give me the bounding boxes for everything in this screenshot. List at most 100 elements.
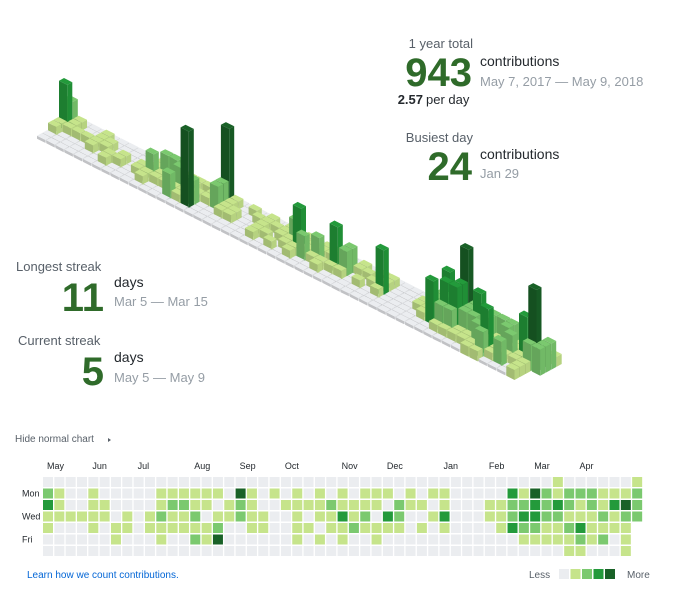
day-cell — [564, 477, 575, 487]
day-cell — [484, 546, 495, 556]
bar-top — [219, 200, 233, 208]
day-cell — [122, 488, 133, 499]
bar-top — [198, 209, 213, 216]
bar-side-left — [110, 172, 119, 181]
day-cell — [65, 534, 76, 545]
bar-top — [322, 277, 336, 284]
bar-top — [401, 311, 415, 319]
bar-top — [438, 323, 452, 330]
bar-top — [393, 296, 408, 303]
day-cell — [575, 488, 586, 499]
day-cell — [439, 546, 450, 556]
day-cell — [552, 511, 563, 522]
bar-top — [392, 306, 406, 314]
bar-top — [405, 319, 419, 326]
day-cell — [337, 546, 348, 556]
day-cell — [484, 477, 495, 487]
bar-top — [324, 259, 338, 267]
day-cell — [530, 511, 541, 522]
bar-side-left — [359, 298, 368, 306]
bar-side-right — [383, 247, 389, 297]
month-label: Dec — [387, 461, 404, 471]
day-cell — [292, 488, 303, 499]
bar-side-left — [349, 293, 359, 301]
day-cell — [360, 534, 371, 545]
bar-top — [92, 160, 106, 168]
bar-top — [362, 267, 376, 275]
bar-top — [184, 207, 198, 215]
bar-top — [250, 222, 264, 230]
day-cell — [224, 523, 235, 533]
day-cell — [133, 488, 144, 499]
day-cell — [575, 511, 586, 522]
bar-top — [101, 165, 115, 173]
bar-top — [399, 293, 413, 300]
day-cell — [575, 546, 586, 556]
day-cell — [178, 546, 189, 556]
day-cell — [224, 546, 235, 556]
total-unit: contributions — [480, 53, 559, 69]
day-cell — [496, 546, 507, 556]
day-cell — [382, 523, 393, 533]
bar-top — [209, 180, 224, 187]
day-cell — [518, 477, 529, 487]
bar-top — [285, 258, 299, 266]
day-cell — [541, 500, 552, 510]
bar-top — [384, 291, 398, 299]
bar-top — [452, 324, 467, 332]
day-cell — [167, 546, 178, 556]
learn-link[interactable]: Learn how we count contributions. — [27, 570, 179, 581]
bar-top — [290, 255, 305, 263]
day-cell — [144, 477, 155, 487]
bar-top — [267, 249, 281, 257]
bar-top — [377, 305, 391, 312]
day-cell — [541, 534, 552, 545]
bar-top — [68, 118, 82, 126]
day-cell — [224, 511, 235, 522]
bar-top — [117, 149, 132, 157]
day-cell — [54, 477, 65, 487]
bar-side-left — [129, 182, 138, 190]
toggle-link[interactable]: Hide normal chart — [15, 434, 94, 445]
bar-top — [511, 360, 525, 367]
day-cell — [507, 546, 518, 556]
month-label: Jun — [92, 461, 107, 471]
month-label: Jul — [138, 461, 150, 471]
day-cell — [99, 534, 110, 545]
day-cell — [541, 546, 552, 556]
day-cell — [382, 488, 393, 499]
day-cell — [620, 546, 631, 556]
day-cell — [360, 511, 371, 522]
bar-top — [95, 132, 110, 140]
day-cell — [326, 488, 337, 499]
bar-top — [432, 333, 446, 340]
bar-top — [51, 134, 65, 142]
bar-top — [119, 145, 133, 153]
bar-top — [237, 217, 251, 224]
bar-top — [506, 318, 520, 326]
bar-side-right — [67, 82, 73, 131]
bar-top — [248, 239, 262, 247]
bar-top — [88, 124, 102, 132]
bar-side-right — [194, 177, 200, 207]
bar-top — [138, 184, 152, 191]
day-cell — [462, 511, 473, 522]
bar-top — [333, 264, 347, 271]
day-cell — [88, 546, 99, 556]
day-cell — [473, 488, 484, 499]
day-cell — [326, 500, 337, 510]
bar-top — [303, 267, 318, 275]
bar-top — [226, 223, 240, 230]
bar-side-left — [165, 200, 175, 208]
bar-top — [344, 242, 358, 249]
bar-top — [162, 167, 176, 175]
bar-side-left — [368, 303, 377, 311]
day-cell — [133, 477, 144, 487]
day-cell — [382, 511, 393, 522]
day-cell — [416, 546, 427, 556]
bar-top — [460, 339, 474, 347]
day-cell — [552, 546, 563, 556]
day-cell — [496, 477, 507, 487]
bar-side-right — [229, 126, 235, 207]
day-cell — [416, 500, 427, 510]
